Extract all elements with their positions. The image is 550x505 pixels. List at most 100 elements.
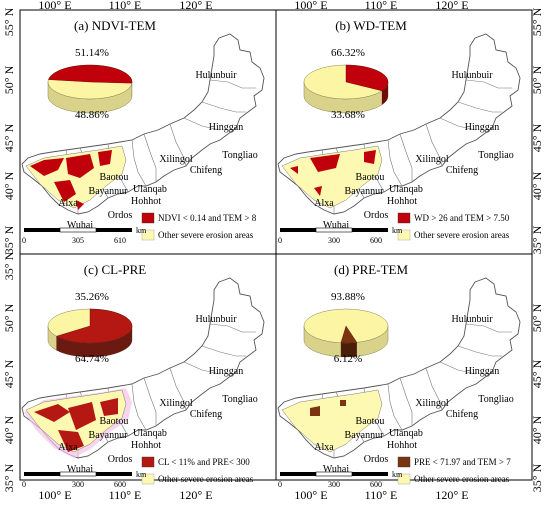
legend-swatch-other <box>141 229 155 241</box>
city-label-alxa: Alxa <box>58 198 78 209</box>
inner-mongolia-map <box>21 33 265 215</box>
legend: CL < 11% and PRE< 300 Other severe erosio… <box>141 456 254 485</box>
legend-label-other: Other severe erosion areas <box>414 230 510 240</box>
lat-label-right-lower: 35° N <box>530 463 544 492</box>
pie-label-bottom: 33.68% <box>331 109 365 121</box>
factor-area-patch <box>340 400 346 406</box>
city-label-alxa: Alxa <box>58 442 78 453</box>
legend-swatch-other <box>397 473 411 485</box>
factor-area-patch <box>364 150 376 164</box>
city-label-hulunbuir: Hulunbuir <box>195 70 237 81</box>
city-label-hohhot: Hohhot <box>387 196 417 207</box>
legend-label-factor: NDVI < 0.14 and TEM > 8 <box>158 213 257 223</box>
panel-b: (b) WD-TEM Hulunbuir Hinggan Tongliao Xiling… <box>277 18 521 245</box>
lat-label-right-lower: 45° N <box>530 359 544 388</box>
city-label-tongliao: Tongliao <box>478 394 513 405</box>
scale-bar: km 0 300 600 <box>278 470 403 489</box>
scale-tick: 300 <box>328 480 340 489</box>
lat-label-left-lower: 40° N <box>2 415 16 444</box>
scale-tick: 600 <box>114 480 126 489</box>
city-label-bayannur: Bayannur <box>345 430 385 441</box>
bottom-lon-label-right: 110° E <box>365 488 398 502</box>
factor-area-patch <box>310 406 320 416</box>
factor-area-patch <box>54 180 76 202</box>
other-erosion-area <box>281 145 383 209</box>
panel-c: (c) CL-PRE Hulunbuir Hinggan Tongliao Xiling… <box>21 262 265 489</box>
city-label-wuhai: Wuhai <box>323 464 349 475</box>
scale-bar: km 0 300 600 <box>278 226 403 245</box>
scale-bar: km 0 300 600 <box>22 470 147 489</box>
scale-segment <box>315 227 353 233</box>
city-label-tongliao: Tongliao <box>478 150 513 161</box>
pie-side-factor <box>56 326 133 357</box>
city-label-hinggan: Hinggan <box>465 122 499 133</box>
lat-label-left-upper: 40° N <box>2 171 16 200</box>
city-label-hohhot: Hohhot <box>387 440 417 451</box>
city-label-hulunbuir: Hulunbuir <box>195 314 237 325</box>
bottom-lon-label-left: 120° E <box>179 488 212 502</box>
lat-label-left-upper: 35° N <box>2 225 16 254</box>
legend-swatch-factor <box>397 212 411 224</box>
lat-label-left-upper: 50° N <box>2 65 16 94</box>
legend: PRE < 71.97 and TEM > 7 Other severe eros… <box>397 456 511 485</box>
scale-tick: 300 <box>72 480 84 489</box>
pie-slice-factor <box>48 64 133 84</box>
pie-label-top: 35.26% <box>75 291 109 303</box>
lat-label-left-upper: 45° N <box>2 123 16 152</box>
scale-unit: km <box>392 226 403 235</box>
scale-unit: km <box>392 470 403 479</box>
city-label-baotou: Baotou <box>100 172 129 183</box>
city-label-ulanqab: Ulanqab <box>389 184 423 195</box>
city-label-bayannur: Bayannur <box>89 186 129 197</box>
city-label-ordos: Ordos <box>364 210 389 221</box>
city-label-ulanqab: Ulanqab <box>133 428 167 439</box>
lat-label-right-upper: 40° N <box>530 171 544 200</box>
panel-a: (a) NDVI-TEM Hulunbuir Hinggan Tongliao Xili… <box>21 18 265 245</box>
city-label-baotou: Baotou <box>356 416 385 427</box>
pie-label-top: 66.32% <box>331 47 365 59</box>
severe-erosion-region <box>25 145 127 210</box>
city-label-hulunbuir: Hulunbuir <box>451 70 493 81</box>
legend: NDVI < 0.14 and TEM > 8 Other severe eros… <box>141 212 257 241</box>
city-label-hohhot: Hohhot <box>131 196 161 207</box>
city-label-chifeng: Chifeng <box>446 165 478 176</box>
legend-swatch-other <box>141 473 155 485</box>
pie-label-top: 93.88% <box>331 291 365 303</box>
pie-slice-factor <box>340 325 358 344</box>
lat-label-right-upper: 55° N <box>530 7 544 36</box>
city-label-wuhai: Wuhai <box>67 464 93 475</box>
scale-tick: 0 <box>22 480 26 489</box>
scale-segment <box>24 472 60 476</box>
city-label-wuhai: Wuhai <box>67 220 93 231</box>
pie-label-top: 51.14% <box>75 47 109 59</box>
scale-segment <box>280 228 316 232</box>
scale-segment <box>352 472 388 476</box>
lat-label-left-lower: 45° N <box>2 359 16 388</box>
severe-erosion-region <box>24 388 132 458</box>
legend-label-factor: PRE < 71.97 and TEM > 7 <box>414 457 511 467</box>
top-lon-label-right: 100° E <box>294 0 327 12</box>
city-label-hinggan: Hinggan <box>465 366 499 377</box>
inner-mongolia-map <box>277 33 521 215</box>
city-label-ordos: Ordos <box>108 454 133 465</box>
legend-label-other: Other severe erosion areas <box>414 474 510 484</box>
city-label-tongliao: Tongliao <box>222 394 257 405</box>
scale-segment <box>59 471 97 477</box>
scale-unit: km <box>136 470 147 479</box>
pie-label-bottom: 64.74% <box>75 353 109 365</box>
legend-swatch-factor <box>397 456 411 468</box>
panel-d: (d) PRE-TEM Hulunbuir Hinggan Tongliao Xilin… <box>277 262 521 489</box>
city-label-bayannur: Bayannur <box>345 186 385 197</box>
factor-area-patch <box>314 186 322 196</box>
city-label-chifeng: Chifeng <box>446 409 478 420</box>
scale-segment <box>96 472 132 476</box>
scale-tick: 305 <box>72 236 84 245</box>
severe-erosion-region <box>281 145 383 209</box>
lat-label-left-lower: 35° N <box>2 463 16 492</box>
scale-bar: km 0 305 610 <box>22 226 147 245</box>
other-erosion-area <box>281 389 383 453</box>
factor-area-patch <box>290 166 298 174</box>
scale-segment <box>280 472 316 476</box>
bottom-lon-label-right: 120° E <box>435 488 468 502</box>
